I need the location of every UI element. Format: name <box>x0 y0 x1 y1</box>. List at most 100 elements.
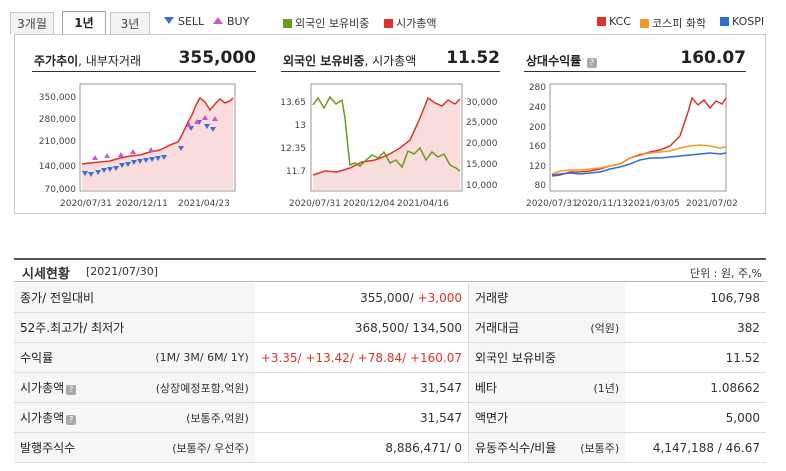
row-label: 유동주식수/비율 <box>468 432 565 463</box>
row-label: 거래대금 <box>468 312 565 343</box>
red-square-icon <box>384 19 393 28</box>
row-value: 355,000/ +3,000 <box>254 283 469 313</box>
row-label: 수익률 <box>14 342 131 373</box>
row-sub: (상장예정포함,억원) <box>130 372 255 403</box>
foreign-chart-divider <box>281 71 500 72</box>
status-date: [2021/07/30] <box>86 265 158 278</box>
relative-y-tick-3: 200 <box>529 123 546 133</box>
row-label: 외국인 보유비중 <box>468 342 565 373</box>
legend-kospi-label: KOSPI <box>732 15 765 28</box>
foreign-y-left-tick-3: 12.35 <box>280 144 306 154</box>
row-sub: (1년) <box>565 372 626 403</box>
tab-1year[interactable]: 1년 <box>62 11 106 35</box>
cap-line <box>312 96 461 176</box>
row-value: 368,500/ 134,500 <box>254 312 469 343</box>
red-square-icon <box>597 17 606 26</box>
cap-area-fill <box>313 98 460 190</box>
row-value: +3.35/ +13.42/ +78.84/ +160.07 <box>254 342 469 373</box>
table-row: 종가/ 전일대비 355,000/ +3,000 거래량 106,798 <box>14 283 766 313</box>
row-value: 31,547 <box>254 402 469 433</box>
table-row: 발행주식수 (보통주/ 우선주) 8,886,471/ 0 유동주식수/비율 (… <box>14 432 766 463</box>
price-change: +3,000 <box>417 290 462 305</box>
table-row: 수익률 (1M/ 3M/ 6M/ 1Y) +3.35/ +13.42/ +78.… <box>14 342 766 373</box>
price-x-tick-3: 2021/04/23 <box>178 199 230 209</box>
relative-y-tick-6: 80 <box>535 181 547 191</box>
price-chart-title-bold: 주가추이 <box>34 54 79 68</box>
legend-foreign-ratio-label: 외국인 보유비중 <box>295 17 370 30</box>
relative-chart-title: 상대수익률 ? <box>526 52 599 69</box>
row-sub <box>565 402 626 433</box>
kcc-line <box>551 96 727 177</box>
tab-3month[interactable]: 3개월 <box>10 12 54 34</box>
table-row: 시가총액? (상장예정포함,억원) 31,547 베타 (1년) 1.08662 <box>14 372 766 403</box>
row-value: 106,798 <box>625 283 766 313</box>
legend-buy-label: BUY <box>227 15 250 28</box>
foreign-chart-title: 외국인 보유비중, 시가총액 <box>283 52 416 69</box>
relative-x-tick-2: 2020/11/13 <box>576 199 628 209</box>
price-chart: 350,000 280,000 210,000 140,000 70,000 2… <box>39 83 236 209</box>
foreign-x-tick-2: 2020/12/04 <box>343 199 395 209</box>
buy-triangle-icon <box>213 17 223 24</box>
row-value: 8,886,471/ 0 <box>254 432 469 463</box>
relative-x-tick-3: 2021/03/05 <box>628 199 680 209</box>
row-label: 52주.최고가/ 최저가 <box>14 312 131 343</box>
price-chart-title: 주가추이, 내부자거래 <box>34 52 141 69</box>
row-label: 베타 <box>468 372 565 403</box>
tab-3year[interactable]: 3년 <box>110 12 150 34</box>
row-sub <box>130 312 255 343</box>
row-sub: (억원) <box>565 312 626 343</box>
relative-y-tick-1: 280 <box>529 83 546 93</box>
row-label: 시가총액? <box>14 372 131 403</box>
relative-y-tick-5: 120 <box>529 162 546 172</box>
price-chart-divider <box>32 71 256 72</box>
sell-triangle-icon <box>164 17 174 24</box>
help-icon[interactable]: ? <box>66 385 77 395</box>
table-row: 52주.최고가/ 최저가 368,500/ 134,500 거래대금 (억원) … <box>14 312 766 343</box>
foreign-y-right-tick-5: 10,000 <box>466 181 498 191</box>
relative-y-tick-2: 240 <box>529 103 546 113</box>
legend-foreign-ratio: 외국인 보유비중 <box>283 15 369 31</box>
row-sub: (1M/ 3M/ 6M/ 1Y) <box>130 342 255 373</box>
blue-square-icon <box>720 17 729 26</box>
table-row: 시가총액? (보통주,억원) 31,547 액면가 5,000 <box>14 402 766 433</box>
row-value: 4,147,188 / 46.67 <box>625 432 766 463</box>
kospi-chem-line <box>551 144 727 175</box>
price-y-tick-3: 210,000 <box>39 137 76 147</box>
relative-chart: 280 240 200 160 120 80 2020/07/31 2020/1… <box>526 83 738 209</box>
price-y-tick-2: 280,000 <box>39 115 76 125</box>
foreign-x-tick-3: 2021/04/16 <box>397 199 449 209</box>
foreign-chart-title-bold: 외국인 보유비중 <box>283 54 365 68</box>
legend-sell-label: SELL <box>178 15 205 28</box>
legend-sell: SELL <box>164 15 204 28</box>
row-sub <box>565 342 626 373</box>
foreign-chart-title-rest: , 시가총액 <box>364 54 417 68</box>
help-icon[interactable]: ? <box>587 58 598 68</box>
row-value: 11.52 <box>625 342 766 373</box>
foreign-y-left-tick-2: 13 <box>295 121 306 131</box>
row-value: 5,000 <box>625 402 766 433</box>
help-icon[interactable]: ? <box>66 415 77 425</box>
foreign-chart: 13.65 13 12.35 11.7 30,000 25,000 20,000… <box>280 83 498 209</box>
chart-panel <box>14 34 766 214</box>
price-chart-title-rest: , 내부자거래 <box>78 54 142 68</box>
relative-chart-plot-area <box>549 83 727 192</box>
status-title: 시세현황 <box>22 267 70 282</box>
foreign-chart-value: 11.52 <box>446 48 500 68</box>
row-label: 발행주식수 <box>14 432 131 463</box>
row-label: 거래량 <box>468 283 565 313</box>
row-sub: (보통주,억원) <box>130 402 255 433</box>
row-label-text: 시가총액 <box>20 381 65 395</box>
legend-kospi-chem-label: 코스피 화학 <box>652 17 707 30</box>
kospi-line <box>551 152 727 176</box>
row-sub <box>565 283 626 313</box>
foreign-y-right-tick-2: 25,000 <box>466 118 498 128</box>
price-chart-value: 355,000 <box>178 48 256 68</box>
legend-kospi: KOSPI <box>720 15 764 28</box>
foreign-y-right-tick-4: 15,000 <box>466 160 498 170</box>
relative-chart-title-bold: 상대수익률 <box>526 54 582 68</box>
period-tabbar: 3개월 1년 3년 SELL BUY 외국인 보유비중 시가총액 KCC 코스피… <box>0 0 786 36</box>
sell-markers <box>82 120 216 177</box>
foreign-y-left-tick-4: 11.7 <box>286 167 306 177</box>
price-area-fill <box>82 98 233 190</box>
row-label: 종가/ 전일대비 <box>14 283 131 313</box>
